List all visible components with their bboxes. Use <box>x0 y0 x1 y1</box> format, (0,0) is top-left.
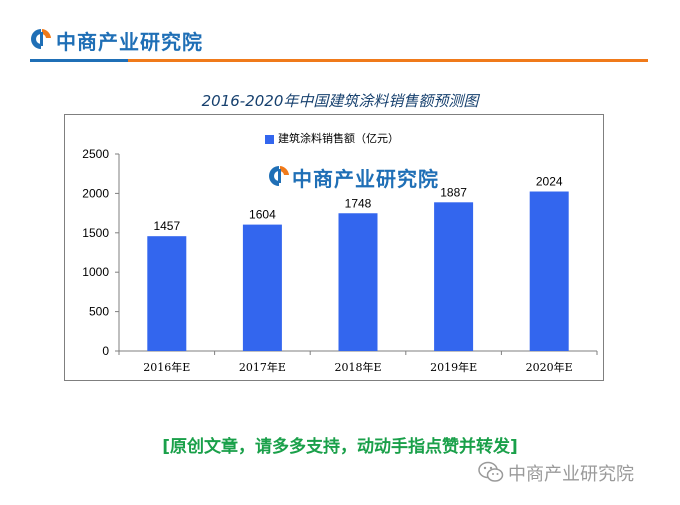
watermark-logo-icon <box>269 166 289 186</box>
bar-chart: 0 500 1000 1500 2000 2500 1457 2016年E 1604 2017年E… <box>82 147 598 374</box>
wechat-icon <box>478 461 504 482</box>
x-tick-label: 2019年E <box>430 360 477 374</box>
chart-legend: 建筑涂料销售额（亿元） <box>265 130 399 146</box>
data-label: 1887 <box>440 185 467 199</box>
legend-label: 建筑涂料销售额（亿元） <box>278 132 399 145</box>
footer-note: [原创文章，请多多支持，动动手指点赞并转发] <box>162 437 518 457</box>
watermark-logo: 中商产业研究院 <box>268 163 498 191</box>
watermark-text: 中商产业研究院 <box>292 167 439 191</box>
y-tick-label: 0 <box>102 344 109 358</box>
y-tick-label: 2000 <box>82 186 109 200</box>
bar <box>147 236 187 351</box>
y-tick-label: 500 <box>89 305 109 319</box>
data-label: 1748 <box>345 196 372 210</box>
header-rule-orange <box>128 59 648 62</box>
data-label: 1457 <box>153 219 180 233</box>
logo-text: 中商产业研究院 <box>56 30 203 54</box>
y-tick-label: 1500 <box>82 226 109 240</box>
x-tick-label: 2017年E <box>239 360 286 374</box>
bar <box>434 202 474 351</box>
y-tick-label: 1000 <box>82 265 109 279</box>
zhongshang-logo-icon <box>31 29 51 49</box>
bar <box>338 213 378 351</box>
data-label: 1604 <box>249 208 276 222</box>
x-tick-label: 2020年E <box>526 360 573 374</box>
bar <box>529 191 569 351</box>
x-tick-label: 2016年E <box>143 360 190 374</box>
data-label: 2024 <box>536 175 563 189</box>
legend-swatch <box>265 134 274 144</box>
page-header: 中商产业研究院 <box>0 0 680 64</box>
wechat-badge: 中商产业研究院 <box>478 458 678 488</box>
header-rule-blue <box>30 59 128 62</box>
chart-title: 2016-2020年中国建筑涂料销售额预测图 <box>201 92 479 110</box>
chart-frame: 0 500 1000 1500 2000 2500 1457 2016年E 1604 2017年E… <box>64 114 604 381</box>
wechat-text: 中商产业研究院 <box>508 464 634 485</box>
y-tick-label: 2500 <box>82 147 109 161</box>
bar <box>242 224 282 351</box>
x-tick-label: 2018年E <box>334 360 381 374</box>
